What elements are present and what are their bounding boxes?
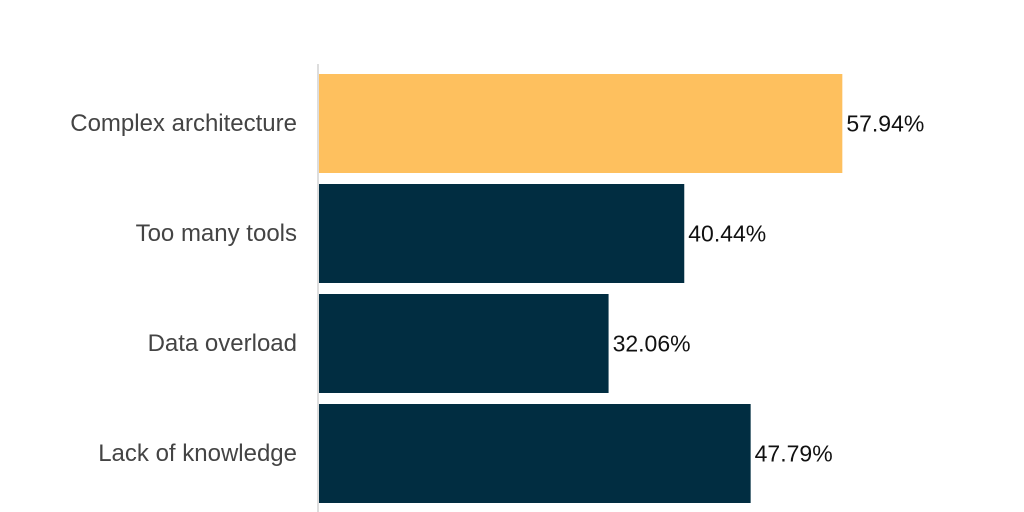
value-label: 32.06% — [613, 331, 691, 357]
bar-data-overload — [319, 294, 609, 393]
category-label: Too many tools — [136, 220, 297, 247]
bar-complex-architecture — [319, 74, 843, 173]
value-labels: 57.94% 40.44% 32.06% 47.79% — [613, 111, 925, 467]
category-label: Data overload — [148, 330, 297, 357]
bar-lack-of-knowledge — [319, 404, 751, 503]
bar-too-many-tools — [319, 184, 685, 283]
bars — [319, 74, 843, 503]
value-label: 47.79% — [755, 441, 833, 467]
value-label: 40.44% — [688, 221, 766, 247]
value-label: 57.94% — [846, 111, 924, 137]
category-label: Complex architecture — [70, 110, 297, 137]
category-labels: Complex architecture Too many tools Data o… — [70, 110, 297, 467]
category-label: Lack of knowledge — [98, 440, 297, 467]
